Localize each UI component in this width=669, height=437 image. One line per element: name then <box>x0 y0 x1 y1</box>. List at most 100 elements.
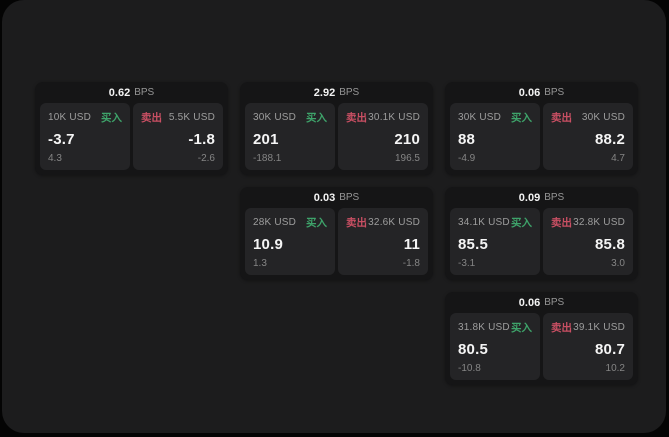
buy-price: 80.5 <box>458 340 488 358</box>
buy-size: 28K USD <box>253 217 297 228</box>
buy-label: 买入 <box>306 112 327 124</box>
buy-delta: -10.8 <box>458 363 481 374</box>
quote-card: 0.62 BPS 10K USD 买入 -3.7 4.3 卖出 5.5K USD… <box>35 82 228 175</box>
bps-unit-label: BPS <box>339 192 360 203</box>
buy-tile[interactable]: 28K USD 买入 10.9 1.3 <box>245 208 335 275</box>
sell-size: 30.1K USD <box>368 112 420 123</box>
bps-value: 0.06 <box>518 296 541 309</box>
quote-card: 2.92 BPS 30K USD 买入 201 -188.1 卖出 30.1K … <box>240 82 433 175</box>
buy-label: 买入 <box>511 112 532 124</box>
card-body: 31.8K USD 买入 80.5 -10.8 卖出 39.1K USD 80.… <box>445 313 638 385</box>
buy-size: 31.8K USD <box>458 322 510 333</box>
bps-value: 0.62 <box>108 86 131 99</box>
buy-size: 34.1K USD <box>458 217 510 228</box>
sell-size: 32.8K USD <box>573 217 625 228</box>
sell-price: 210 <box>394 130 420 148</box>
bps-value: 0.09 <box>518 191 541 204</box>
card-header: 0.06 BPS <box>445 292 638 313</box>
buy-price: 85.5 <box>458 235 488 253</box>
sell-tile-header: 卖出 30.1K USD <box>346 110 420 125</box>
sell-tile[interactable]: 卖出 32.8K USD 85.8 3.0 <box>543 208 633 275</box>
bps-unit-label: BPS <box>544 87 565 98</box>
sell-tile-header: 卖出 39.1K USD <box>551 320 625 335</box>
buy-tile-header: 34.1K USD 买入 <box>458 215 532 230</box>
buy-delta: -4.9 <box>458 153 476 164</box>
sell-label: 卖出 <box>551 217 572 229</box>
buy-delta: 1.3 <box>253 258 267 269</box>
buy-tile[interactable]: 30K USD 买入 201 -188.1 <box>245 103 335 170</box>
buy-tile[interactable]: 30K USD 买入 88 -4.9 <box>450 103 540 170</box>
sell-price: 88.2 <box>595 130 625 148</box>
buy-label: 买入 <box>511 217 532 229</box>
sell-tile[interactable]: 卖出 5.5K USD -1.8 -2.6 <box>133 103 223 170</box>
buy-label: 买入 <box>306 217 327 229</box>
sell-size: 30K USD <box>581 112 625 123</box>
sell-tile-header: 卖出 32.8K USD <box>551 215 625 230</box>
buy-tile-header: 28K USD 买入 <box>253 215 327 230</box>
sell-delta: -1.8 <box>402 258 420 269</box>
buy-price: 88 <box>458 130 476 148</box>
sell-label: 卖出 <box>346 217 367 229</box>
bps-unit-label: BPS <box>339 87 360 98</box>
sell-delta: 10.2 <box>605 363 625 374</box>
sell-label: 卖出 <box>346 112 367 124</box>
sell-tile[interactable]: 卖出 30K USD 88.2 4.7 <box>543 103 633 170</box>
quote-cards-grid: 0.62 BPS 10K USD 买入 -3.7 4.3 卖出 5.5K USD… <box>35 82 638 385</box>
quote-card: 0.09 BPS 34.1K USD 买入 85.5 -3.1 卖出 32.8K… <box>445 187 638 280</box>
sell-delta: 196.5 <box>394 153 420 164</box>
buy-tile-header: 30K USD 买入 <box>253 110 327 125</box>
buy-size: 30K USD <box>458 112 502 123</box>
buy-delta: -3.1 <box>458 258 476 269</box>
sell-price: 80.7 <box>595 340 625 358</box>
sell-label: 卖出 <box>141 112 162 124</box>
sell-size: 5.5K USD <box>168 112 215 123</box>
buy-price: 10.9 <box>253 235 283 253</box>
quote-card: 0.03 BPS 28K USD 买入 10.9 1.3 卖出 32.6K US… <box>240 187 433 280</box>
bps-value: 0.06 <box>518 86 541 99</box>
sell-size: 32.6K USD <box>368 217 420 228</box>
bps-unit-label: BPS <box>544 192 565 203</box>
card-body: 10K USD 买入 -3.7 4.3 卖出 5.5K USD -1.8 -2.… <box>35 103 228 175</box>
buy-delta: 4.3 <box>48 153 62 164</box>
sell-tile[interactable]: 卖出 32.6K USD 11 -1.8 <box>338 208 428 275</box>
buy-tile[interactable]: 34.1K USD 买入 85.5 -3.1 <box>450 208 540 275</box>
buy-tile-header: 10K USD 买入 <box>48 110 122 125</box>
sell-tile[interactable]: 卖出 30.1K USD 210 196.5 <box>338 103 428 170</box>
buy-tile-header: 31.8K USD 买入 <box>458 320 532 335</box>
sell-size: 39.1K USD <box>573 322 625 333</box>
sell-price: 11 <box>403 235 420 253</box>
buy-label: 买入 <box>101 112 122 124</box>
buy-size: 30K USD <box>253 112 297 123</box>
buy-tile-header: 30K USD 买入 <box>458 110 532 125</box>
buy-size: 10K USD <box>48 112 92 123</box>
buy-price: -3.7 <box>48 130 75 148</box>
card-header: 0.62 BPS <box>35 82 228 103</box>
bps-value: 2.92 <box>313 86 336 99</box>
card-header: 0.09 BPS <box>445 187 638 208</box>
quote-card: 0.06 BPS 31.8K USD 买入 80.5 -10.8 卖出 39.1… <box>445 292 638 385</box>
bps-unit-label: BPS <box>544 297 565 308</box>
card-body: 34.1K USD 买入 85.5 -3.1 卖出 32.8K USD 85.8… <box>445 208 638 280</box>
sell-tile-header: 卖出 32.6K USD <box>346 215 420 230</box>
quote-card: 0.06 BPS 30K USD 买入 88 -4.9 卖出 30K USD 8… <box>445 82 638 175</box>
sell-delta: 3.0 <box>611 258 625 269</box>
card-header: 0.03 BPS <box>240 187 433 208</box>
sell-price: -1.8 <box>188 130 215 148</box>
card-header: 0.06 BPS <box>445 82 638 103</box>
bps-value: 0.03 <box>313 191 336 204</box>
bps-unit-label: BPS <box>134 87 155 98</box>
card-body: 28K USD 买入 10.9 1.3 卖出 32.6K USD 11 -1.8 <box>240 208 433 280</box>
sell-delta: 4.7 <box>611 153 625 164</box>
buy-tile[interactable]: 10K USD 买入 -3.7 4.3 <box>40 103 130 170</box>
card-body: 30K USD 买入 201 -188.1 卖出 30.1K USD 210 1… <box>240 103 433 175</box>
card-body: 30K USD 买入 88 -4.9 卖出 30K USD 88.2 4.7 <box>445 103 638 175</box>
sell-tile[interactable]: 卖出 39.1K USD 80.7 10.2 <box>543 313 633 380</box>
buy-tile[interactable]: 31.8K USD 买入 80.5 -10.8 <box>450 313 540 380</box>
buy-price: 201 <box>253 130 279 148</box>
sell-label: 卖出 <box>551 322 572 334</box>
buy-label: 买入 <box>511 322 532 334</box>
sell-delta: -2.6 <box>197 153 215 164</box>
sell-price: 85.8 <box>595 235 625 253</box>
card-header: 2.92 BPS <box>240 82 433 103</box>
sell-label: 卖出 <box>551 112 572 124</box>
